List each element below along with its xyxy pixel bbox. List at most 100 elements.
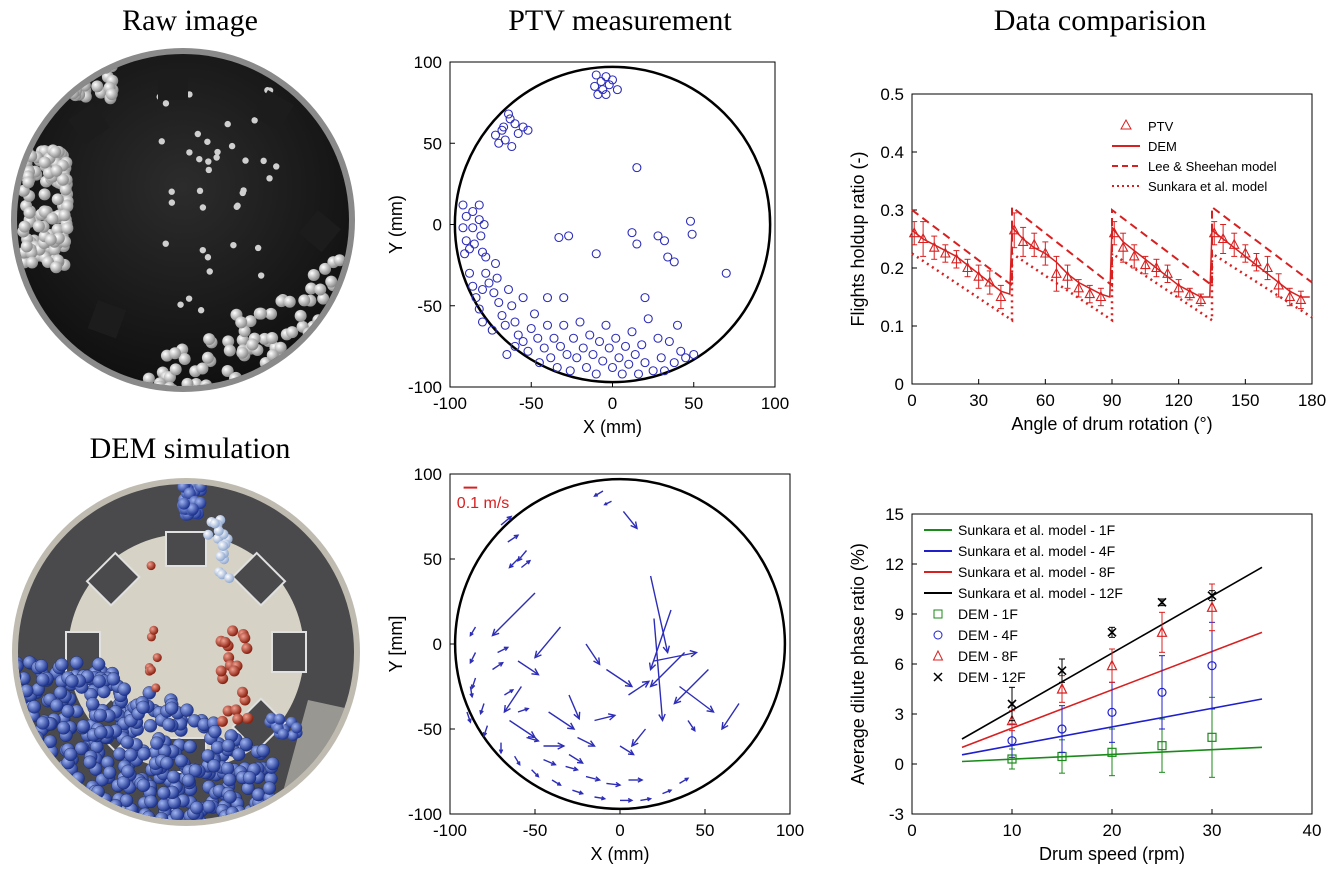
drum-boundary xyxy=(453,477,787,811)
y-tick-label: -3 xyxy=(889,805,904,824)
svg-text:Sunkara et al. model - 1F: Sunkara et al. model - 1F xyxy=(958,522,1115,538)
legend-entry: PTV xyxy=(1120,118,1174,134)
velocity-vector xyxy=(673,669,709,705)
svg-text:DEM - 8F: DEM - 8F xyxy=(958,648,1018,664)
particle-point xyxy=(554,232,564,243)
particle-point xyxy=(607,75,618,85)
velocity-vector xyxy=(565,765,579,772)
velocity-vector xyxy=(628,680,651,696)
velocity-vector xyxy=(497,646,510,654)
particle-point xyxy=(518,293,528,303)
particle-point xyxy=(518,336,528,347)
legend-entry: DEM - 4F xyxy=(933,627,1018,643)
legend-entry: Sunkara et al. model - 12F xyxy=(924,585,1123,601)
particle-point xyxy=(490,130,501,140)
velocity-vector xyxy=(517,550,528,562)
velocity-vector xyxy=(594,795,607,801)
particle-point xyxy=(477,284,488,295)
particle-point xyxy=(640,358,650,368)
particle-point xyxy=(503,109,514,119)
particle-point xyxy=(481,268,491,278)
x-tick-label: 150 xyxy=(1231,391,1259,410)
particle-point xyxy=(598,85,608,95)
ptv-velocity-chart: -100 -50 0 50 100 -100 -50 0 50 100 X (mm) Y [mm] 0.… xyxy=(386,465,804,864)
particle-point xyxy=(659,236,670,246)
drum-boundary xyxy=(453,65,772,384)
legend-entry: DEM - 8F xyxy=(932,648,1018,664)
velocity-vector xyxy=(568,753,584,764)
x-axis-label: X (mm) xyxy=(591,844,650,864)
x-tick-label: -50 xyxy=(519,394,544,413)
velocity-vector xyxy=(585,775,602,782)
x-tick-label: 100 xyxy=(776,821,804,840)
x-tick-label: 10 xyxy=(1003,821,1022,840)
velocity-vector xyxy=(507,534,520,543)
x-tick-label: 120 xyxy=(1164,391,1192,410)
ptv-data-point xyxy=(1128,244,1140,269)
particle-point xyxy=(664,336,674,347)
velocity-vector xyxy=(721,703,740,731)
velocity-vector xyxy=(517,660,540,676)
particle-point xyxy=(549,333,559,343)
raw-image-title: Raw image xyxy=(122,4,258,37)
dem-data-point xyxy=(1057,658,1067,683)
y-tick-label: 0 xyxy=(433,635,442,654)
particle-point xyxy=(505,114,515,124)
particle-point xyxy=(601,89,611,100)
x-tick-label: 0 xyxy=(615,821,624,840)
x-tick-label: 50 xyxy=(696,821,715,840)
dem-data-point xyxy=(1007,723,1017,758)
particle-point xyxy=(617,369,627,379)
y-tick-label: 0.2 xyxy=(880,259,904,278)
dem-data-point xyxy=(1106,648,1118,683)
svg-text:DEM - 12F: DEM - 12F xyxy=(958,669,1026,685)
particle-point xyxy=(477,247,488,257)
dem-simulation-title: DEM simulation xyxy=(89,432,291,465)
x-tick-label: 0 xyxy=(907,821,916,840)
x-tick-label: 40 xyxy=(1303,821,1322,840)
x-tick-label: 180 xyxy=(1298,391,1326,410)
y-tick-label: 50 xyxy=(423,550,442,569)
particle-point xyxy=(585,330,595,340)
dem-data-point xyxy=(1207,590,1217,602)
velocity-vector xyxy=(619,745,635,756)
particle-point xyxy=(489,288,499,298)
y-tick-label: 12 xyxy=(885,555,904,574)
velocity-vector xyxy=(662,789,673,795)
ptv-data-point xyxy=(1184,287,1196,301)
particle-point xyxy=(591,70,601,80)
particle-point xyxy=(510,317,520,327)
svg-text:DEM: DEM xyxy=(1148,139,1177,154)
svg-text:Sunkara et al. model - 8F: Sunkara et al. model - 8F xyxy=(958,564,1115,580)
velocity-vector xyxy=(498,742,504,755)
particle-point xyxy=(492,273,502,283)
y-axis-label: Flights holdup ratio (-) xyxy=(848,151,868,326)
particle-point xyxy=(578,343,588,353)
velocity-vector xyxy=(577,736,596,747)
particle-point xyxy=(464,268,475,278)
x-tick-label: -100 xyxy=(433,821,467,840)
svg-text:Sunkara et al. model - 4F: Sunkara et al. model - 4F xyxy=(958,543,1115,559)
particle-point xyxy=(568,333,579,343)
particle-point xyxy=(464,244,475,254)
y-tick-label: 0.1 xyxy=(880,317,904,336)
y-tick-label: -50 xyxy=(417,297,442,316)
data-comparison-title: Data comparision xyxy=(993,4,1207,37)
ptv-data-point xyxy=(1117,232,1129,263)
velocity-vector xyxy=(653,649,699,662)
y-tick-label: 0 xyxy=(433,216,442,235)
particle-point xyxy=(484,278,494,288)
velocity-vector xyxy=(653,618,666,723)
particle-point xyxy=(494,297,504,308)
legend-entry: Sunkara et al. model xyxy=(1112,179,1267,194)
raw-image-photo xyxy=(11,48,355,392)
velocity-vector xyxy=(649,652,686,688)
particle-point xyxy=(474,215,484,225)
svg-text:DEM - 1F: DEM - 1F xyxy=(958,606,1018,622)
dem-simulation-render xyxy=(12,478,360,826)
particle-point xyxy=(590,81,600,91)
y-axis-label: Average dilute phase ratio (%) xyxy=(848,543,868,785)
x-tick-label: 0 xyxy=(907,391,916,410)
particle-point xyxy=(526,323,536,334)
